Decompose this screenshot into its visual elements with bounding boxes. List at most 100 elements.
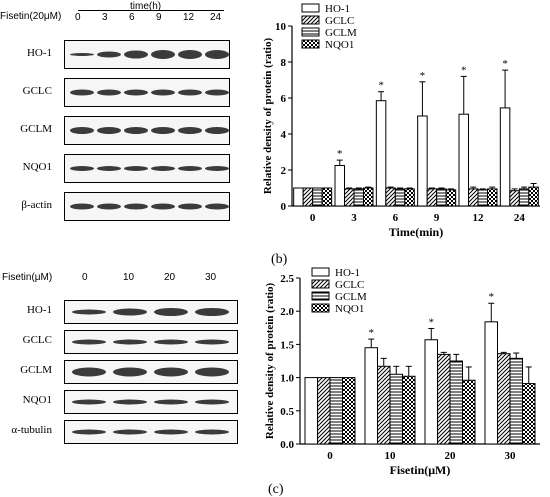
panel_c_blots-band: [195, 339, 229, 345]
panel_c_blots-row-label: HO-1: [26, 304, 52, 316]
panel_c_blots-lane-label: 20: [164, 272, 176, 283]
bar-ho1-3: [334, 165, 345, 207]
bar-gclc-30: [497, 353, 511, 445]
panel_c_blots-band: [72, 399, 106, 405]
significance-marker: *: [420, 70, 426, 82]
significance-marker: *: [369, 327, 375, 339]
panel_c_blots-row-label: NQO1: [22, 394, 52, 406]
panel_c_blots-band: [154, 367, 188, 377]
panel_b_blots-band: [70, 89, 94, 96]
legend-label: NQO1: [325, 39, 354, 51]
bar-nqo1-20: [462, 379, 476, 445]
panel_b_blots-band: [178, 127, 202, 134]
x-tick-label: 0: [327, 450, 333, 462]
panel_c_blots-band: [72, 429, 106, 435]
legend-swatch: [311, 303, 330, 313]
bar-nqo1-6: [404, 188, 415, 207]
legend-label: GCLM: [335, 291, 367, 303]
y-tick-label: 1.0: [280, 373, 294, 385]
legend-label: HO-1: [325, 3, 350, 15]
bar-gclc-24: [509, 190, 520, 207]
panel_c_blots-band: [195, 308, 229, 316]
panel_b_blots-blot-strip: [64, 116, 230, 145]
panel_b_blots-band: [97, 166, 121, 171]
panel-b-caption: (b): [271, 252, 288, 267]
y-tick-label: 6: [281, 93, 287, 105]
bar-gclc-10: [377, 365, 391, 445]
legend-label: GCLM: [325, 27, 357, 39]
significance-marker: *: [489, 291, 495, 303]
panel_b_blots-band: [178, 50, 202, 59]
panel_c_blots-band: [113, 399, 147, 405]
bar-ho1-9: [417, 115, 428, 207]
panel_c_blots-band: [72, 339, 106, 345]
y-axis-label: Relative density of protein (ratio): [264, 283, 276, 440]
bar-nqo1-10: [402, 375, 416, 445]
bar-gclc-3: [344, 188, 355, 207]
panel_b_blots-band: [97, 51, 121, 58]
bar-nqo1-12: [487, 188, 498, 207]
legend-label: GCLC: [335, 279, 364, 291]
panel_b_blots-lane-label: 24: [210, 12, 222, 23]
blot-b-header-line: [78, 10, 224, 11]
panel_c_blots-band: [154, 429, 188, 435]
bar-nqo1-9: [445, 189, 457, 207]
panel_c_blots-band: [113, 429, 147, 435]
y-tick-label: 2.5: [280, 273, 294, 285]
legend-label: GCLC: [325, 15, 354, 27]
y-tick-label: 1.5: [280, 339, 294, 351]
panel_b_blots-band: [205, 127, 229, 134]
panel_b_blots-band: [70, 166, 94, 171]
bar-gclm-9: [436, 188, 447, 207]
panel-c-blots: Fisetin(μM) 0 10 20 30 HO-1 GCLC GCLM NQO1 α-tu…: [0, 270, 260, 460]
bar-nqo1-30: [522, 383, 536, 445]
blot-b-treatment-label: Fisetin(20μM): [0, 11, 62, 22]
panel_b_blots-lane-label: 6: [129, 12, 135, 23]
panel_b_blots-band: [70, 127, 94, 134]
panel_b_blots-band: [97, 89, 121, 96]
y-tick-label: 0.5: [280, 406, 294, 418]
x-tick-label: 24: [514, 212, 526, 224]
panel_b_blots-blot-strip: [64, 154, 230, 183]
bar-gclm-30: [509, 357, 523, 445]
panel-c-caption: (c): [268, 482, 284, 497]
bar-gclm-20: [449, 360, 463, 445]
panel_b_blots-band: [178, 89, 202, 96]
panel_c_blots-lane-label: 30: [205, 272, 217, 283]
panel_b_blots-band: [124, 50, 148, 59]
bar-gclm-6: [394, 188, 406, 207]
x-tick-label: 10: [385, 450, 397, 462]
panel_b_blots-lane-label: 12: [183, 12, 195, 23]
panel_b_blots-row-label: NQO1: [22, 160, 52, 173]
panel_b_blots-blot-strip: [64, 78, 230, 107]
bar-gclm-0: [329, 377, 343, 445]
panel_c_blots-row-label: GCLM: [20, 364, 52, 376]
y-tick-label: 2.0: [280, 306, 294, 318]
panel_b_blots-row-label: GCLM: [20, 122, 52, 135]
bar-nqo1-0: [342, 377, 356, 445]
significance-marker: *: [502, 58, 508, 70]
bar-gclc-9: [426, 188, 438, 207]
bar-gclm-0: [312, 187, 323, 207]
panel_c_blots-blot-strip: [64, 390, 238, 414]
panel_b_blots-band: [124, 203, 148, 210]
bar-gclm-12: [477, 189, 488, 207]
panel_c_blots-row-label: GCLC: [22, 334, 52, 346]
bar-gclm-10: [389, 373, 403, 445]
panel_b_blots-lane-label: 3: [102, 12, 108, 23]
panel_b_blots-band: [151, 127, 175, 134]
panel_c_blots-lane-label: 0: [82, 272, 88, 283]
bar-nqo1-3: [363, 187, 374, 207]
bar-ho1-20: [424, 339, 438, 445]
chart-c-bar-chart: 0.0 0.5 1.0 1.5 2.0 2.5 Relative density of pr…: [264, 267, 540, 477]
panel_b_blots-row-label: GCLC: [22, 84, 52, 97]
panel_b_blots-band: [151, 50, 175, 59]
panel_b_blots-band: [124, 166, 148, 171]
legend-swatch: [311, 279, 330, 289]
y-tick-label: 2: [281, 165, 287, 177]
legend-swatch: [301, 3, 320, 13]
significance-marker: *: [429, 316, 435, 328]
legend-swatch: [301, 27, 320, 37]
panel_b_blots-band: [97, 127, 121, 134]
